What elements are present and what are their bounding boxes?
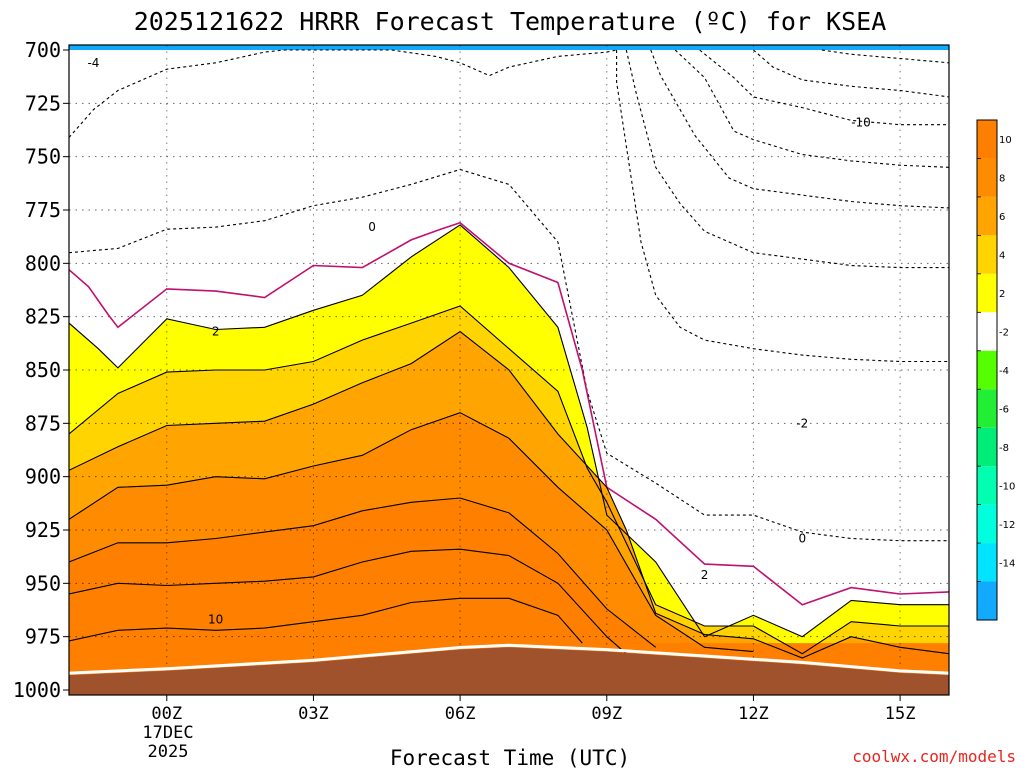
colorbar-band — [977, 427, 997, 467]
colorbar-band — [977, 196, 997, 236]
y-tick-label: 875 — [25, 411, 61, 435]
colorbar-label: 6 — [999, 212, 1005, 223]
colorbar-band — [977, 120, 997, 159]
colorbar-band — [977, 235, 997, 274]
surface-edge — [69, 643, 949, 675]
contour-label: 2 — [212, 325, 220, 339]
colorbar-label: -10 — [999, 481, 1015, 492]
isotherm-6 — [69, 49, 617, 138]
colorbar-band — [977, 273, 997, 313]
colorbar-label: -8 — [999, 443, 1009, 454]
x-date-year: 2025 — [148, 742, 189, 762]
isotherm-2 — [699, 49, 949, 126]
y-tick-label: 800 — [25, 251, 61, 275]
colorbar-band — [977, 543, 997, 582]
colorbar-frame — [976, 119, 998, 621]
colorbar-band — [977, 504, 997, 544]
chart-title: 2025121622 HRRR Forecast Temperature (ºC… — [134, 7, 887, 36]
x-axis: 00Z 03Z 06Z 09Z 12Z 15Z — [151, 695, 915, 724]
colorbar-band — [977, 581, 997, 620]
surface-terrain — [69, 647, 949, 695]
colorbar-band — [977, 350, 997, 390]
colorbar-label: 10 — [999, 135, 1012, 146]
isotherm-7 — [616, 50, 949, 363]
y-tick-label: 825 — [25, 305, 61, 329]
x-tick-label: 15Z — [885, 704, 916, 724]
colorbar: 10 8 6 4 2 -2 -4 -6 -8 -10 -12 -14 — [976, 119, 1015, 621]
x-tick-label: 06Z — [445, 704, 476, 724]
plot-area: -4 -10 0 2 -2 2 0 10 — [68, 44, 950, 696]
isotherm-0 — [821, 49, 949, 64]
contour-labels: -4 -10 0 2 -2 2 0 10 — [87, 56, 870, 627]
y-axis: 700 725 750 775 800 825 850 875 900 925 950 975 1000 — [13, 38, 69, 702]
isotherm-5 — [625, 49, 949, 269]
colorbar-label: -4 — [999, 366, 1009, 377]
isotherm-15 — [69, 548, 632, 659]
contour-label: -4 — [87, 56, 99, 70]
isotherm-3 — [674, 49, 949, 168]
isotherm-9 — [69, 221, 949, 606]
y-tick-label: 900 — [25, 465, 61, 489]
isotherm-1 — [753, 49, 949, 98]
y-tick-label: 950 — [25, 571, 61, 595]
colorbar-label: -12 — [999, 520, 1015, 531]
credit-text[interactable]: coolwx.com/models — [852, 747, 1016, 766]
isotherm-16 — [69, 597, 583, 644]
isotherm-12 — [69, 330, 949, 659]
colorbar-band — [977, 389, 997, 428]
y-tick-label: 975 — [25, 625, 61, 649]
colorbar-band — [977, 312, 997, 351]
isotherm-8 — [69, 168, 949, 542]
contour-label: 0 — [799, 532, 807, 546]
colorbar-label: -14 — [999, 558, 1015, 569]
colorbar-label: 8 — [999, 174, 1005, 185]
colorbar-label: -2 — [999, 328, 1009, 339]
isotherm-10 — [69, 224, 949, 638]
x-axis-label: Forecast Time (UTC) — [390, 746, 630, 768]
isotherm-13 — [69, 412, 754, 653]
contour-label: -10 — [851, 116, 871, 130]
colorbar-label: -6 — [999, 404, 1009, 415]
y-tick-label: 725 — [25, 91, 61, 115]
y-tick-label: 1000 — [13, 678, 61, 702]
colorbar-band — [977, 158, 997, 197]
x-tick-label: 09Z — [591, 704, 622, 724]
temperature-fill-layer — [69, 45, 949, 695]
isotherm-4 — [650, 49, 949, 209]
x-date-day: 17DEC — [142, 723, 193, 743]
y-tick-label: 750 — [25, 145, 61, 169]
contour-label: 2 — [701, 568, 709, 582]
y-tick-label: 925 — [25, 518, 61, 542]
colorbar-label: 2 — [999, 289, 1005, 300]
contour-label: -2 — [796, 416, 808, 430]
colorbar-label: 4 — [999, 251, 1005, 262]
isotherm-11 — [69, 305, 949, 655]
contour-label: 0 — [368, 220, 376, 234]
x-tick-label: 03Z — [298, 704, 329, 724]
ground-surface — [69, 643, 949, 695]
x-tick-label: 12Z — [738, 704, 769, 724]
y-tick-label: 700 — [25, 38, 61, 62]
isotherm-lines — [69, 49, 949, 659]
contour-label: 10 — [208, 613, 223, 627]
gridlines — [69, 45, 949, 695]
y-tick-label: 850 — [25, 358, 61, 382]
x-tick-label: 00Z — [151, 704, 182, 724]
y-tick-label: 775 — [25, 198, 61, 222]
colorbar-band — [977, 466, 997, 505]
isotherm-14 — [69, 497, 657, 648]
